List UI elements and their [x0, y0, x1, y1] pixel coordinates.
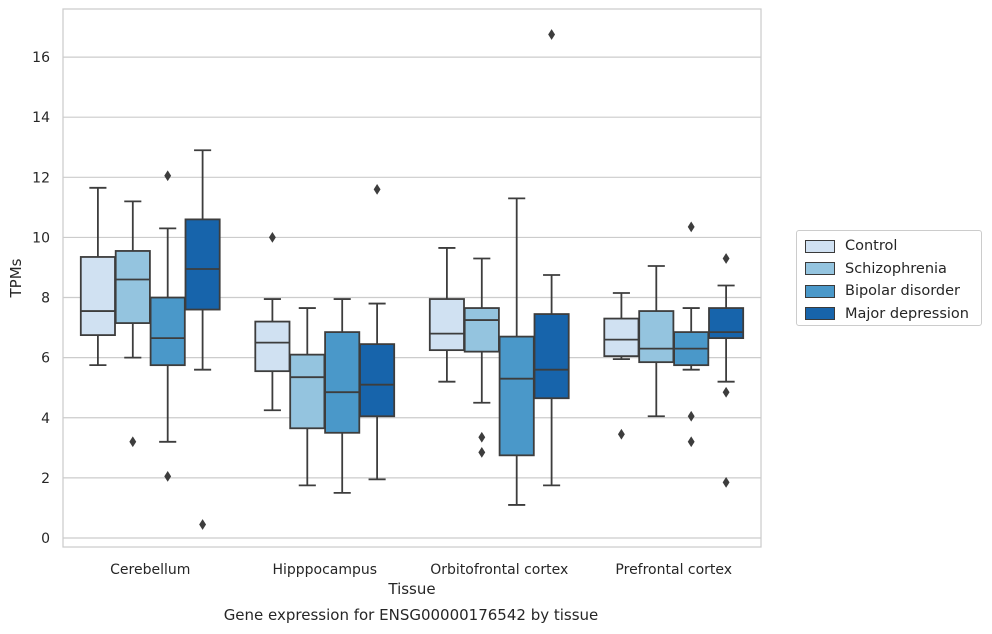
iqr-box: [603, 317, 640, 358]
y-tick-label: 4: [41, 411, 50, 427]
iqr-box: [289, 353, 326, 430]
outlier-point: [268, 232, 276, 243]
iqr-box: [463, 307, 500, 353]
plot-frame: [62, 8, 762, 548]
y-tick-label: 2: [41, 471, 50, 487]
iqr-box: [428, 298, 465, 352]
legend-swatch: [805, 284, 835, 298]
box-group: [708, 253, 745, 488]
outlier-point: [164, 170, 172, 182]
plot-area: [63, 9, 761, 547]
box-group: [149, 170, 186, 482]
box-group: [638, 265, 675, 418]
box-group: [184, 149, 221, 530]
legend-item: Major depression: [805, 303, 969, 325]
x-tick-label: Orbitofrontal cortex: [430, 562, 568, 578]
box-group: [254, 232, 291, 412]
iqr-box: [254, 320, 291, 373]
boxes: [79, 29, 745, 530]
box-group: [79, 186, 116, 367]
outlier-point: [478, 431, 486, 443]
y-tick-label: 14: [32, 110, 50, 126]
box-group: [498, 197, 535, 506]
outlier-point: [722, 477, 730, 488]
outlier-point: [722, 386, 730, 398]
y-tick-label: 16: [32, 50, 50, 66]
outlier-point: [617, 428, 625, 440]
outlier-point: [687, 410, 695, 422]
y-tick-label: 10: [32, 230, 50, 246]
outlier-point: [129, 436, 137, 448]
y-ticks: 0 2 4 6 8 10 12 14 16: [32, 50, 50, 547]
box-group: [359, 183, 396, 481]
outlier-point: [687, 221, 695, 233]
y-tick-label: 8: [41, 291, 50, 307]
box-group: [533, 29, 570, 487]
box-group: [463, 257, 500, 458]
x-ticks: Cerebellum Hipppocampus Orbitofrontal cort…: [110, 562, 732, 578]
legend-swatch: [805, 307, 835, 320]
iqr-box: [533, 313, 570, 400]
legend-swatch: [805, 262, 835, 275]
box-group: [673, 221, 710, 448]
x-tick-label: Prefrontal cortex: [615, 562, 732, 578]
iqr-box: [184, 218, 221, 311]
box-group: [603, 292, 640, 440]
legend-item: Control: [805, 235, 897, 257]
legend-label: Major depression: [845, 305, 969, 322]
legend: Control Schizophrenia Bipolar disorder Majo…: [796, 230, 982, 326]
iqr-box: [79, 256, 116, 337]
iqr-box: [114, 250, 151, 324]
outlier-point: [548, 29, 556, 40]
figure-caption: Gene expression for ENSG00000176542 by t…: [223, 606, 599, 624]
outlier-point: [164, 470, 172, 482]
box-group: [428, 247, 465, 383]
outlier-point: [722, 253, 730, 264]
iqr-box: [359, 343, 396, 418]
outlier-point: [687, 436, 695, 448]
box-group: [324, 298, 361, 494]
y-axis-title: TPMs: [7, 258, 25, 298]
legend-label: Schizophrenia: [845, 260, 947, 277]
y-tick-label: 12: [32, 170, 50, 186]
x-tick-label: Cerebellum: [110, 562, 190, 578]
iqr-box: [324, 331, 361, 434]
iqr-box: [708, 307, 745, 340]
y-tick-label: 0: [41, 531, 50, 547]
legend-swatch: [805, 239, 835, 253]
y-tick-label: 6: [41, 351, 50, 367]
legend-label: Control: [845, 238, 898, 254]
iqr-box: [638, 310, 675, 364]
x-axis-title: Tissue: [387, 580, 435, 598]
outlier-point: [478, 446, 486, 458]
legend-label: Bipolar disorder: [845, 283, 960, 299]
outlier-point: [373, 183, 381, 195]
outlier-point: [199, 519, 207, 530]
legend-item: Bipolar disorder: [805, 280, 960, 302]
x-tick-label: Hipppocampus: [272, 562, 377, 578]
box-group: [114, 200, 151, 448]
iqr-box: [498, 335, 535, 457]
legend-item: Schizophrenia: [805, 258, 947, 280]
iqr-box: [149, 296, 186, 367]
